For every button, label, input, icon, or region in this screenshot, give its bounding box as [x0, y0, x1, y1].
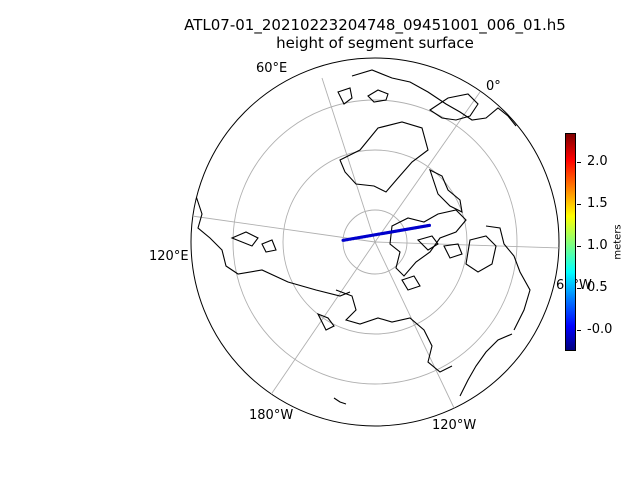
colorbar-tick: [577, 288, 581, 290]
colorbar-tick: [577, 204, 581, 206]
coastlines: [195, 69, 531, 405]
coastline-iceland: [367, 89, 389, 103]
latitude-circle: [232, 99, 518, 385]
latitude-circle: [282, 149, 468, 335]
lon-label-60e: 60°E: [256, 61, 288, 76]
data-track: [341, 223, 431, 242]
map-title: ATL07-01_20210223204748_09451001_006_01.…: [184, 16, 566, 34]
graticule: [191, 77, 559, 411]
coastline-baffin: [429, 168, 463, 213]
colorbar-tick: [577, 330, 581, 332]
lon-label-120e: 120°E: [149, 249, 189, 264]
coastline-alaska: [335, 289, 453, 373]
meridian: [374, 241, 456, 411]
coastline-greenland: [339, 121, 429, 193]
lon-label-180w: 180°W: [249, 408, 294, 423]
coastline-canada-archipelago: [389, 209, 467, 277]
meridian: [321, 77, 376, 243]
coastline-scandinavia: [429, 93, 479, 121]
colorbar-tick: [577, 162, 581, 164]
coastline-north-america-east: [459, 333, 513, 397]
coastline-labrador: [485, 225, 531, 331]
colorbar-tick: [577, 246, 581, 248]
colorbar-label: meters: [612, 224, 624, 260]
colorbar-tick-label: 2.0: [587, 154, 608, 170]
map-subtitle: height of segment surface: [276, 34, 474, 52]
latitude-circle: [342, 209, 408, 275]
coastline-bering: [316, 312, 335, 331]
coastline-aleutian: [333, 397, 347, 405]
coastline-russia: [195, 195, 351, 297]
colorbar-tick-label: 1.5: [587, 196, 608, 212]
lon-label-0: 0°: [486, 79, 501, 94]
colorbar-tick-label: -0.0: [587, 322, 613, 338]
coastline-canada-islands: [401, 235, 463, 291]
colorbar-tick-label: 0.5: [587, 280, 608, 296]
lon-label-120w: 120°W: [432, 418, 477, 433]
meridian: [269, 241, 376, 397]
meridian: [191, 215, 376, 243]
coastline-siberia-islands: [230, 231, 277, 253]
meridian: [374, 241, 559, 249]
coastline-hudson-bay: [465, 235, 497, 273]
coastline-svalbard: [337, 87, 353, 105]
coastline-europe-north: [351, 69, 517, 127]
meridian: [374, 91, 481, 243]
colorbar-tick-label: 1.0: [587, 238, 608, 254]
track-point: [341, 238, 345, 242]
colorbar: [565, 133, 576, 351]
